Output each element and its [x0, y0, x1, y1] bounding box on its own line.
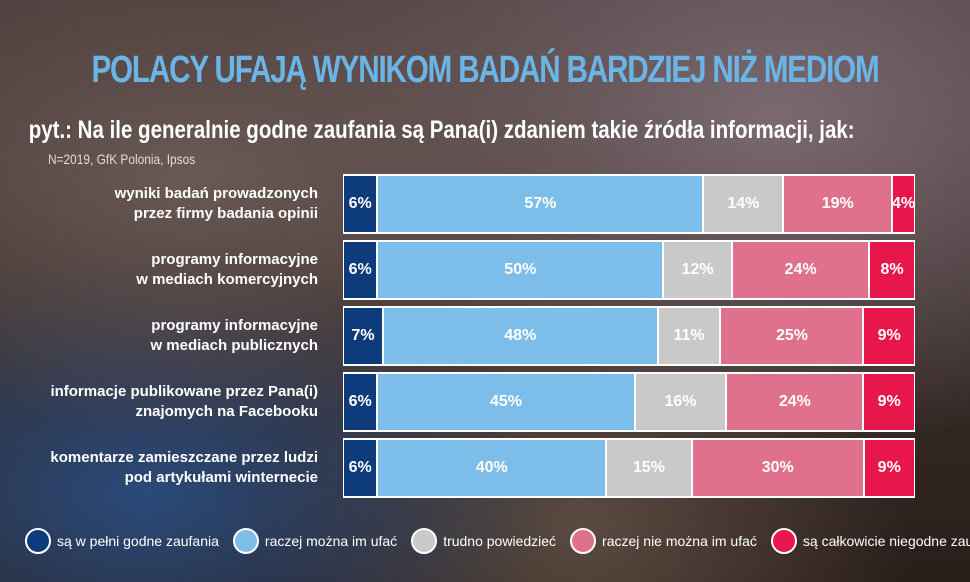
- bar-segment: 8%: [869, 240, 915, 300]
- data-label: 7%: [351, 327, 375, 344]
- legend-label: raczej można im ufać: [264, 533, 398, 549]
- legend-swatch-icon: [770, 528, 797, 554]
- data-label: 12%: [681, 261, 714, 278]
- data-label: 6%: [348, 393, 372, 410]
- category-label-line: przez firmy badania opinii: [133, 205, 318, 222]
- data-label: 24%: [778, 393, 811, 410]
- data-label: 6%: [348, 459, 372, 476]
- legend-item: raczej można im ufać: [232, 528, 398, 554]
- chart-title: POLACY UFAJĄ WYNIKOM BADAŃ BARDZIEJ NIŻ …: [91, 49, 879, 91]
- data-label: 48%: [504, 327, 537, 344]
- bar-segment: 12%: [663, 240, 732, 300]
- bar-segment: 7%: [343, 306, 384, 366]
- category-label: programy informacyjne w mediach komercyjn…: [0, 250, 318, 290]
- category-label-line: programy informacyjne: [151, 317, 318, 334]
- data-label: 9%: [877, 327, 901, 344]
- bar-row: 6% 57% 14% 19% 4%: [343, 174, 915, 234]
- data-label: 40%: [475, 459, 508, 476]
- source-note: N=2019, GfK Polonia, Ipsos: [48, 151, 196, 167]
- bar-segment: 24%: [726, 372, 864, 432]
- legend-swatch-icon: [411, 528, 438, 554]
- legend-label: raczej nie można im ufać: [602, 533, 757, 549]
- bar-segment: 11%: [657, 306, 721, 366]
- category-label-line: w mediach komercyjnych: [136, 271, 318, 288]
- bar-segment: 15%: [606, 438, 692, 498]
- data-label: 15%: [632, 459, 666, 476]
- bar-segment: 24%: [731, 240, 870, 300]
- category-label: wyniki badań prowadzonych przez firmy bad…: [0, 184, 318, 224]
- bar-segment: 19%: [783, 174, 893, 234]
- bar-segment: 6%: [343, 240, 378, 300]
- legend-swatch-icon: [232, 528, 259, 554]
- bar-segment: 6%: [343, 174, 378, 234]
- data-label: 9%: [877, 393, 901, 410]
- legend: są w pełni godne zaufania raczej można im…: [25, 528, 970, 554]
- bar-segment: 9%: [863, 306, 915, 366]
- category-label: komentarze zamieszczane przez ludzi pod a…: [0, 448, 318, 488]
- category-label-line: programy informacyjne: [151, 251, 318, 268]
- data-label: 16%: [664, 393, 697, 410]
- legend-item: są w pełni godne zaufania: [25, 528, 219, 554]
- bar-row: 6% 45% 16% 24% 9%: [343, 372, 915, 432]
- bar-segment: 48%: [383, 306, 658, 366]
- bar-segment: 4%: [892, 174, 915, 234]
- data-label: 9%: [877, 459, 901, 476]
- bar-segment: 9%: [863, 372, 915, 432]
- bar-segment: 6%: [343, 372, 378, 432]
- data-label: 45%: [489, 393, 523, 410]
- bar-segment: 16%: [634, 372, 727, 432]
- legend-label: są w pełni godne zaufania: [57, 533, 219, 549]
- bar-segment: 25%: [720, 306, 864, 366]
- category-label-line: znajomych na Facebooku: [135, 403, 318, 420]
- bar-segment: 9%: [863, 438, 915, 498]
- bar-segment: 6%: [343, 438, 378, 498]
- category-label-line: w mediach publicznych: [150, 337, 318, 354]
- legend-item: trudno powiedzieć: [411, 528, 556, 554]
- legend-swatch-icon: [25, 528, 51, 554]
- bar-row: 6% 40% 15% 30% 9%: [343, 438, 915, 498]
- data-label: 50%: [504, 261, 537, 278]
- bar-row: 6% 50% 12% 24% 8%: [343, 240, 915, 300]
- legend-item: są całkowicie niegodne zaufania: [770, 528, 970, 554]
- chart-subtitle: pyt.: Na ile generalnie godne zaufania s…: [28, 116, 855, 144]
- data-label: 4%: [892, 195, 915, 212]
- legend-swatch-icon: [570, 528, 597, 554]
- category-label-line: informacje publikowane przez Pana(i): [50, 383, 318, 400]
- data-label: 57%: [524, 195, 557, 212]
- legend-label: trudno powiedzieć: [443, 533, 557, 549]
- bar-segment: 30%: [691, 438, 864, 498]
- data-label: 25%: [775, 327, 808, 344]
- data-label: 30%: [761, 459, 794, 476]
- legend-label: są całkowicie niegodne zaufania: [802, 533, 970, 549]
- category-label: informacje publikowane przez Pana(i) znaj…: [0, 382, 318, 422]
- data-label: 6%: [348, 261, 372, 278]
- bar-row: 7% 48% 11% 25% 9%: [343, 306, 915, 366]
- bar-segment: 57%: [377, 174, 704, 234]
- category-label-line: komentarze zamieszczane przez ludzi: [50, 449, 318, 466]
- bar-segment: 40%: [377, 438, 607, 498]
- data-label: 8%: [880, 261, 904, 278]
- legend-item: raczej nie można im ufać: [570, 528, 757, 554]
- bar-segment: 14%: [703, 174, 784, 234]
- category-label-line: wyniki badań prowadzonych: [114, 185, 318, 202]
- data-label: 19%: [821, 195, 854, 212]
- data-label: 11%: [673, 327, 705, 344]
- category-label: programy informacyjne w mediach publiczny…: [0, 316, 318, 356]
- bar-segment: 45%: [377, 372, 635, 432]
- data-label: 6%: [348, 195, 372, 212]
- data-label: 14%: [727, 195, 760, 212]
- bar-segment: 50%: [377, 240, 664, 300]
- category-label-line: pod artykułami winternecie: [124, 469, 318, 486]
- data-label: 24%: [784, 261, 817, 278]
